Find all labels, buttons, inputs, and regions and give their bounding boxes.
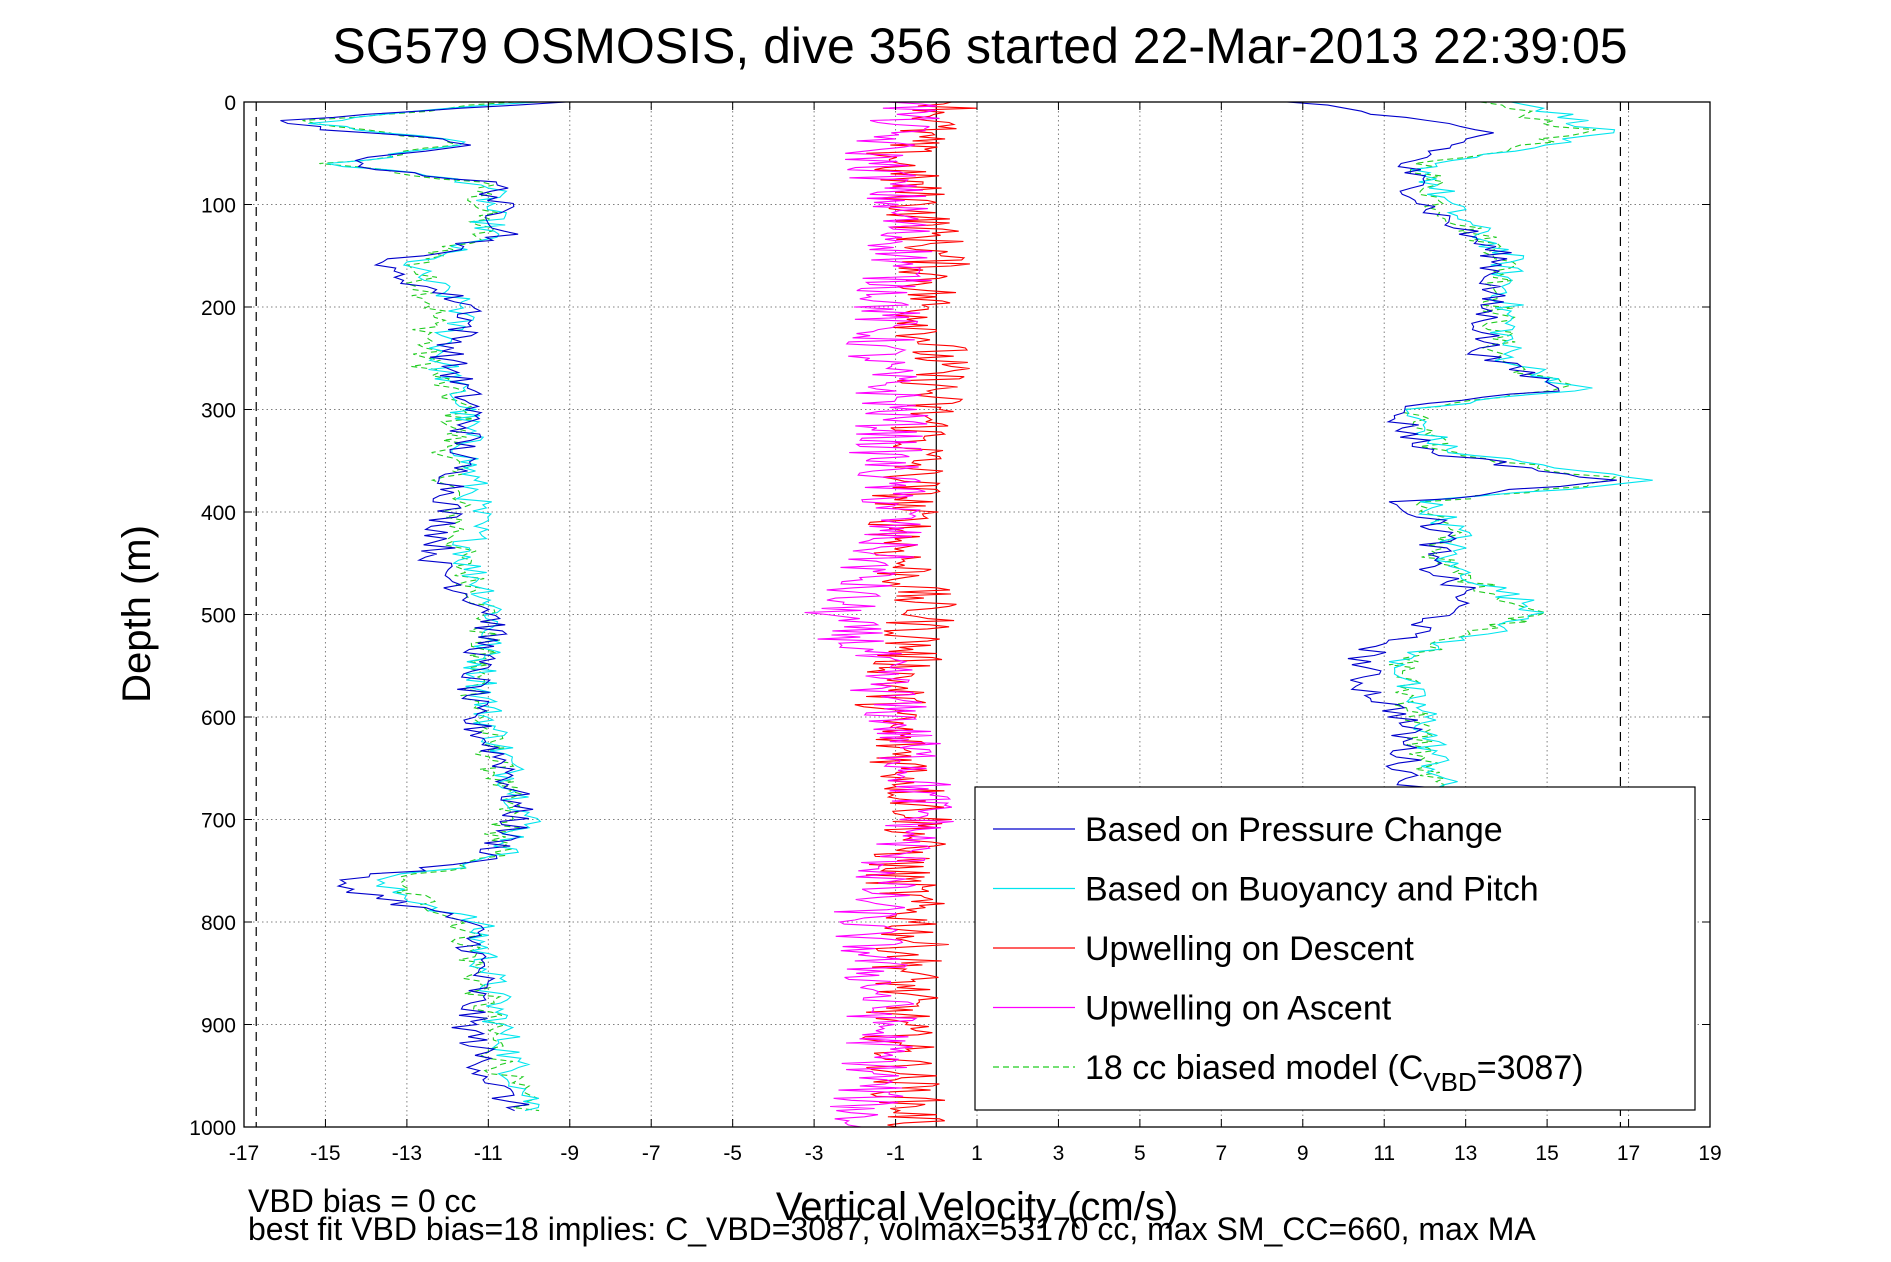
legend-entry: Based on Buoyancy and Pitch [1085,871,1539,909]
series-upwelling-on-ascent-line [804,101,954,1128]
y-tick-label: 900 [201,1015,236,1038]
x-tick-label: 11 [1373,1142,1395,1165]
x-tick-label: -3 [805,1142,824,1165]
x-axis-label: Vertical Velocity (cm/s) [776,1185,1178,1229]
x-tick-label: -9 [560,1142,579,1165]
x-tick-label: 15 [1535,1142,1558,1165]
x-tick-label: 13 [1454,1142,1477,1165]
x-axis-ticks: -17 -15 -13 -11 -9 -7 -5 -3 -1 1 3 5 7 9 11 13 15 17 19 [229,102,1722,1165]
x-tick-label: 19 [1698,1142,1721,1165]
y-tick-label: 1000 [189,1117,236,1140]
y-axis-ticks: 0 100 200 300 400 500 600 700 800 900 1000 [189,92,1710,1140]
y-tick-label: 400 [201,502,236,525]
legend-entry: Upwelling on Ascent [1085,990,1392,1028]
legend-entry: Based on Pressure Change [1085,811,1503,849]
legend-box [974,786,1696,1111]
y-axis-label: Depth (m) [115,525,159,703]
x-tick-label: -11 [474,1142,503,1165]
x-tick-label: -17 [229,1142,259,1165]
y-tick-label: 500 [201,605,236,628]
y-tick-label: 0 [224,92,236,115]
series-based-on-buoyancy-and-pitch-descent [308,101,542,1112]
series-upwelling-on-descent-line [854,101,977,1128]
x-tick-label: 9 [1297,1142,1309,1165]
legend-entry: 18 cc biased model (CVBD=3087) [1085,1049,1584,1097]
footer-line-1: VBD bias = 0 cc [248,1183,477,1219]
footer-line-2: best fit VBD bias=18 implies: C_VBD=3087… [248,1211,1536,1247]
legend: Based on Pressure Change Based on Buoyanc… [974,786,1696,1111]
y-tick-label: 800 [201,912,236,935]
x-tick-label: 5 [1134,1142,1146,1165]
series-based-on-buoyancy-and-pitch-ascent [1388,101,1653,798]
x-tick-label: 3 [1053,1142,1065,1165]
x-tick-label: -15 [310,1142,340,1165]
reference-lines [255,102,1622,1127]
x-tick-label: -13 [392,1142,422,1165]
x-tick-label: -1 [886,1142,905,1165]
y-tick-label: 700 [201,810,236,833]
x-tick-label: 17 [1617,1142,1640,1165]
y-tick-label: 200 [201,297,236,320]
x-tick-label: 7 [1215,1142,1227,1165]
x-tick-label: 1 [971,1142,983,1165]
series-based-on-pressure-change-ascent [1286,101,1617,798]
x-tick-label: -5 [723,1142,742,1165]
series-based-on-pressure-change-descent [280,101,567,1112]
y-tick-label: 600 [201,707,236,730]
legend-entry: Upwelling on Descent [1085,930,1414,968]
y-tick-label: 300 [201,400,236,423]
plot-area [280,101,1653,1128]
y-tick-label: 100 [201,195,236,218]
x-tick-label: -7 [642,1142,661,1165]
chart-title: SG579 OSMOSIS, dive 356 started 22-Mar-2… [332,18,1627,74]
series-18-cc-biased-model-c-ascent [1388,101,1617,798]
